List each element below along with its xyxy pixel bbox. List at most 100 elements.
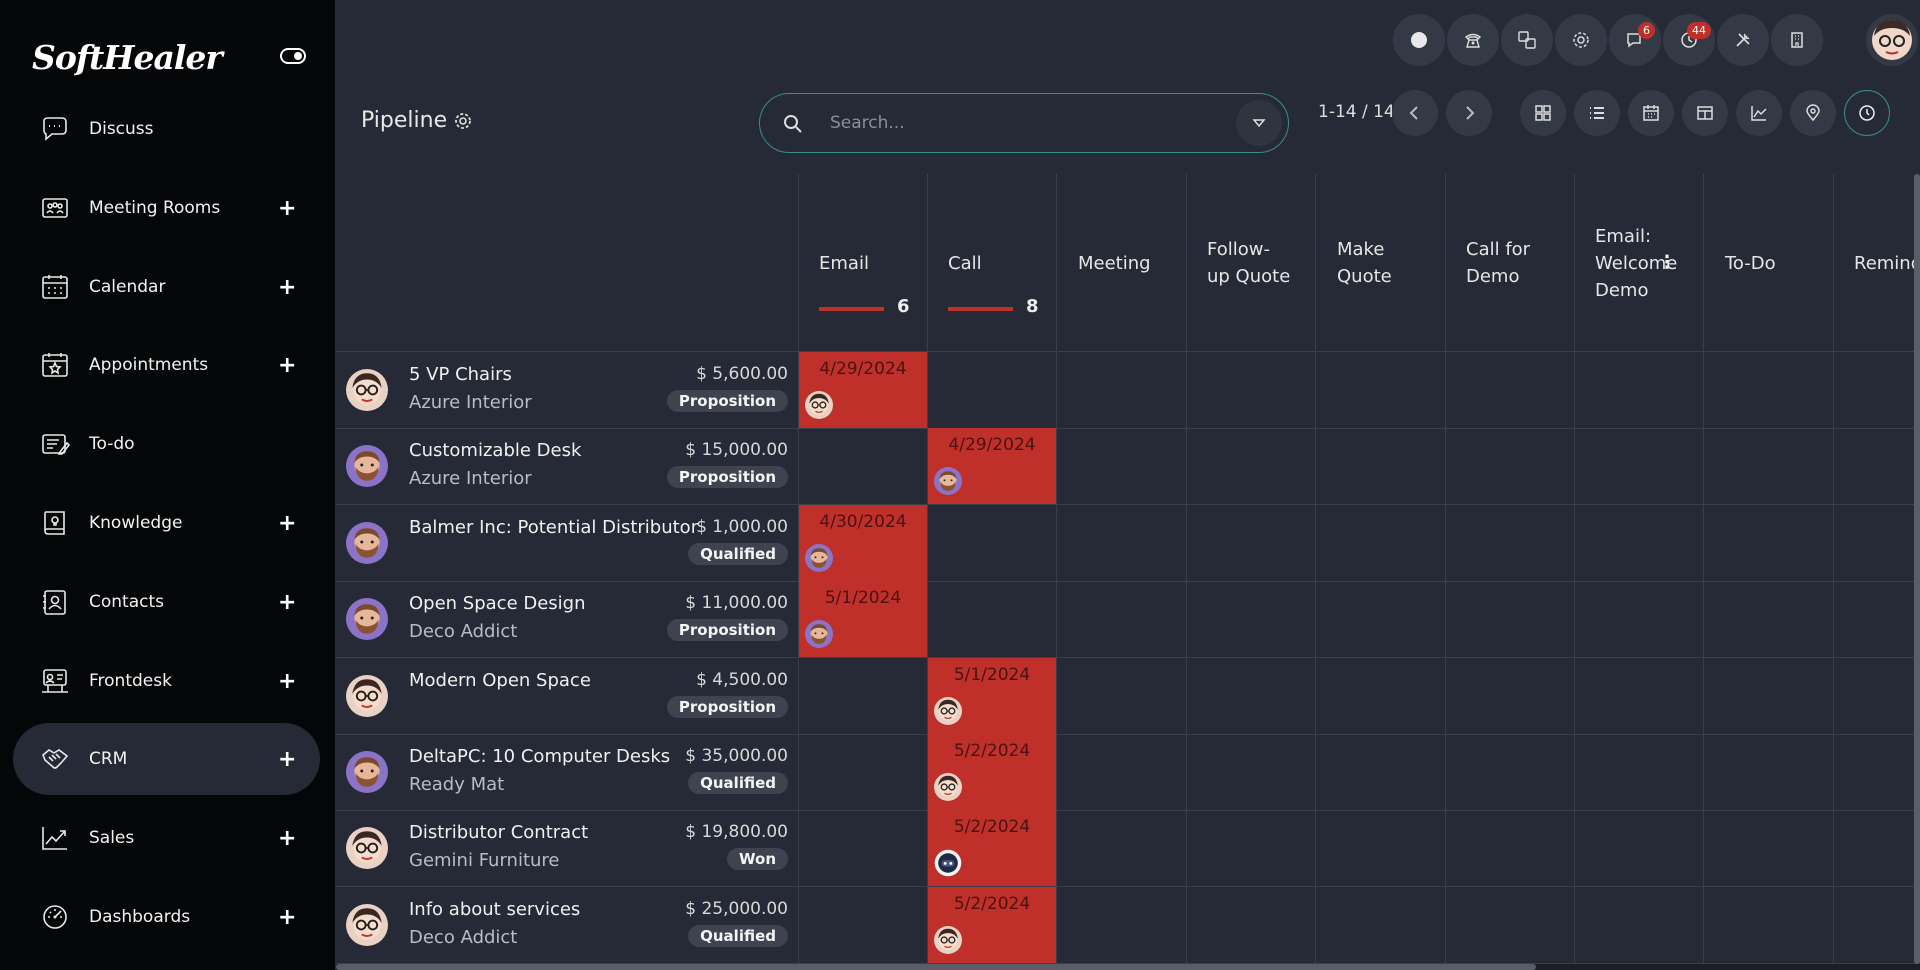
activity-cell[interactable] [1446,658,1575,734]
activity-cell[interactable] [1058,887,1187,963]
pager-previous-button[interactable] [1392,90,1438,136]
lead-cell[interactable]: 5 VP Chairs Azure Interior $ 5,600.00 Pr… [336,352,799,428]
vertical-scrollbar[interactable] [1914,174,1920,964]
settings-button[interactable] [1555,14,1607,66]
activity-cell[interactable] [1834,428,1920,504]
sidebar-item-contacts[interactable]: Contacts + [13,566,320,638]
pager-next-button[interactable] [1446,90,1492,136]
activity-cell-overdue[interactable]: 5/2/2024 [928,887,1057,963]
activity-cell[interactable] [1834,352,1920,428]
search-options-button[interactable] [1236,100,1282,146]
activity-cell[interactable] [799,658,928,734]
sidebar-item-add-button[interactable]: + [278,352,297,378]
sidebar-item-calendar[interactable]: Calendar + [13,251,320,323]
sidebar-item-add-button[interactable]: + [278,904,297,930]
column-header-call-for-demo[interactable]: Call for Demo [1446,174,1575,352]
activity-cell[interactable] [1446,352,1575,428]
activity-cell[interactable] [1575,658,1704,734]
brand-logo[interactable]: SoftHealer [32,38,223,77]
activity-cell[interactable] [1446,734,1575,810]
activity-cell-overdue[interactable]: 5/1/2024 [799,581,928,657]
lead-cell[interactable]: Distributor Contract Gemini Furniture $ … [336,810,799,886]
lead-cell[interactable]: Open Space Design Deco Addict $ 11,000.0… [336,581,799,657]
activity-cell[interactable] [928,352,1057,428]
activity-cell[interactable] [1317,352,1446,428]
activity-cell[interactable] [1058,352,1187,428]
activity-cell[interactable] [1705,734,1834,810]
activity-cell[interactable] [1705,887,1834,963]
activity-cell[interactable] [1317,658,1446,734]
activity-cell[interactable] [1446,887,1575,963]
company-button[interactable] [1771,14,1823,66]
pager-value[interactable]: 1-14 / 14 [1318,102,1395,122]
lead-cell[interactable]: Customizable Desk Azure Interior $ 15,00… [336,428,799,504]
sidebar-item-sales[interactable]: Sales + [13,802,320,874]
activity-cell-overdue[interactable]: 5/2/2024 [928,810,1057,886]
activity-cell[interactable] [928,581,1057,657]
activity-cell[interactable] [1187,505,1316,581]
activity-cell[interactable] [928,505,1057,581]
activity-cell[interactable] [1705,428,1834,504]
activity-cell[interactable] [1575,810,1704,886]
view-activity-button[interactable] [1844,90,1890,136]
activity-cell[interactable] [1575,505,1704,581]
activity-cell[interactable] [1058,810,1187,886]
activity-cell[interactable] [1705,810,1834,886]
view-pivot-button[interactable] [1682,90,1728,136]
sidebar-item-crm[interactable]: CRM + [13,723,320,795]
activity-cell[interactable] [1058,428,1187,504]
activity-cell[interactable] [1834,658,1920,734]
activity-cell[interactable] [1187,734,1316,810]
messages-button[interactable]: 6 [1609,14,1661,66]
phone-button[interactable] [1447,14,1499,66]
activity-cell[interactable] [1834,505,1920,581]
activity-cell[interactable] [799,428,928,504]
sidebar-item-add-button[interactable]: + [278,589,297,615]
activity-cell[interactable] [1834,581,1920,657]
activity-cell[interactable] [1187,887,1316,963]
activity-cell[interactable] [1317,581,1446,657]
activity-cell[interactable] [1187,352,1316,428]
activity-cell[interactable] [1834,887,1920,963]
activity-cell[interactable] [799,887,928,963]
activity-cell[interactable] [1317,887,1446,963]
activity-cell[interactable] [1058,505,1187,581]
activity-cell[interactable] [799,810,928,886]
sidebar-toggle[interactable] [280,48,306,64]
lead-cell[interactable]: Balmer Inc: Potential Distributor $ 1,00… [336,505,799,581]
view-kanban-button[interactable] [1520,90,1566,136]
view-map-button[interactable] [1790,90,1836,136]
activity-cell[interactable] [1705,581,1834,657]
activity-cell-overdue[interactable]: 4/29/2024 [799,352,928,428]
activities-button[interactable]: 44 [1663,14,1715,66]
activity-cell[interactable] [1834,810,1920,886]
activity-cell[interactable] [1446,428,1575,504]
column-header-email[interactable]: Email 6 [799,174,928,352]
user-avatar-button[interactable] [1866,14,1918,66]
sidebar-item-appointments[interactable]: Appointments + [13,329,320,401]
activity-cell[interactable] [1317,810,1446,886]
search-input[interactable] [830,108,1210,138]
sidebar-item-add-button[interactable]: + [278,195,297,221]
sidebar-item-add-button[interactable]: + [278,746,297,772]
view-list-button[interactable] [1574,90,1620,136]
activity-cell[interactable] [1058,581,1187,657]
activity-cell[interactable] [1705,658,1834,734]
sidebar-item-dashboards[interactable]: Dashboards + [13,881,320,953]
activity-cell[interactable] [1575,734,1704,810]
activity-cell[interactable] [1058,734,1187,810]
activity-cell[interactable] [1317,428,1446,504]
sidebar-item-discuss[interactable]: Discuss [13,93,320,165]
activity-cell[interactable] [1187,428,1316,504]
activity-cell[interactable] [799,734,928,810]
sidebar-item-add-button[interactable]: + [278,510,297,536]
sidebar-item-frontdesk[interactable]: Frontdesk + [13,645,320,717]
activity-cell[interactable] [1575,581,1704,657]
column-menu-icon[interactable]: ⋮ [1658,252,1676,273]
activity-cell[interactable] [1187,581,1316,657]
activity-cell[interactable] [1575,428,1704,504]
column-header-remind[interactable]: Remind [1834,174,1920,352]
translate-button[interactable] [1501,14,1553,66]
activity-cell-overdue[interactable]: 4/29/2024 [928,428,1057,504]
activity-cell[interactable] [1575,887,1704,963]
